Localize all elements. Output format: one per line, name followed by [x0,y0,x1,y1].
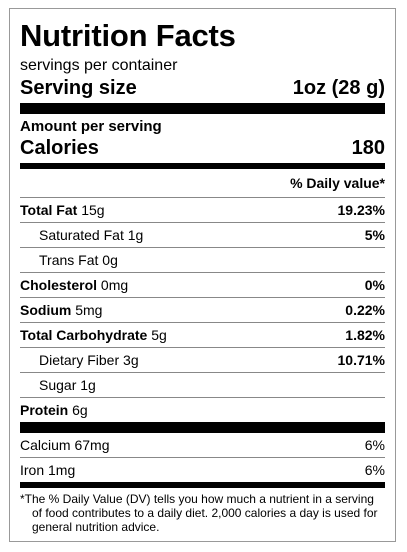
serving-size-row: Serving size 1oz (28 g) [20,77,385,103]
nutrient-row-protein: Protein 6g [20,398,385,422]
vitamin-row-calcium: Calcium 67mg 6% [20,433,385,458]
vitamin-amount: 1mg [48,462,76,478]
nutrient-name: Protein [20,402,69,418]
serving-size-value: 1oz (28 g) [292,77,385,99]
daily-value-header: % Daily value* [20,169,385,198]
nutrient-dv: 0.22% [345,302,385,318]
medium-divider-footnote [20,482,385,488]
vitamin-dv: 6% [364,462,385,478]
serving-size-label: Serving size [20,77,137,99]
nutrient-name: Dietary Fiber [39,352,120,368]
calories-row: Calories 180 [20,137,385,163]
vitamin-name: Iron [20,462,45,478]
vitamin-row-iron: Iron 1mg 6% [20,458,385,482]
servings-per-container: servings per container [20,57,178,74]
thick-divider [20,103,385,114]
vitamin-amount: 67mg [74,437,110,453]
nutrient-amount: 1g [127,227,144,243]
medium-divider [20,163,385,169]
nutrient-name: Saturated Fat [39,227,124,243]
nutrient-amount: 1g [80,377,96,393]
calories-label: Calories [20,137,99,159]
nutrient-amount: 5mg [75,302,103,318]
amount-per-serving: Amount per serving [20,118,162,135]
nutrient-row-sugar: Sugar 1g [20,373,385,398]
nutrient-row-trans-fat: Trans Fat 0g [20,248,385,273]
nutrient-name: Sugar [39,377,77,393]
thick-divider-vitamins [20,422,385,433]
nutrient-row-total-fat: Total Fat 15g 19.23% [20,198,385,223]
nutrient-row-saturated-fat: Saturated Fat 1g 5% [20,223,385,248]
nutrient-amount: 0mg [100,277,129,293]
nutrient-dv: 10.71% [337,352,385,368]
nutrient-amount: 5g [151,327,167,343]
nutrient-row-cholesterol: Cholesterol 0mg 0% [20,273,385,298]
nutrient-dv: 5% [364,227,385,243]
nutrition-facts-label: Nutrition Facts servings per container S… [9,8,396,542]
nutrient-name: Total Fat [20,202,78,218]
nutrient-row-dietary-fiber: Dietary Fiber 3g 10.71% [20,348,385,373]
label-title: Nutrition Facts [20,18,236,53]
footnote: *The % Daily Value (DV) tells you how mu… [20,492,378,534]
nutrient-row-total-carbohydrate: Total Carbohydrate 5g 1.82% [20,323,385,348]
nutrient-dv: 1.82% [345,327,385,343]
nutrient-name: Trans Fat [39,252,99,268]
calories-value: 180 [351,137,385,159]
vitamin-name: Calcium [20,437,71,453]
vitamin-dv: 6% [364,437,385,453]
nutrient-dv: 0% [364,277,385,293]
nutrient-name: Cholesterol [20,277,98,293]
nutrient-name: Sodium [20,302,72,318]
nutrient-amount: 3g [123,352,139,368]
nutrient-amount: 6g [72,402,88,418]
nutrient-dv: 19.23% [337,202,385,218]
nutrient-amount: 15g [81,202,105,218]
nutrient-name: Total Carbohydrate [20,327,148,343]
nutrient-row-sodium: Sodium 5mg 0.22% [20,298,385,323]
nutrient-amount: 0g [102,252,118,268]
